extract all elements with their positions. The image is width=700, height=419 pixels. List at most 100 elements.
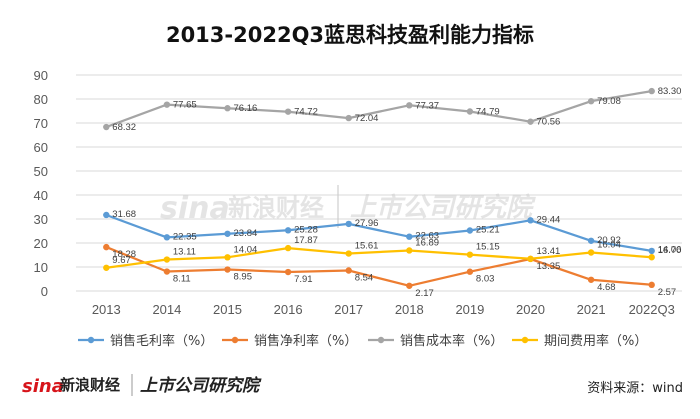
- data-point: [587, 249, 595, 256]
- data-point: [103, 243, 110, 251]
- data-point: [345, 220, 352, 228]
- data-label: 13.11: [173, 247, 196, 258]
- series-line: [105, 246, 652, 287]
- watermark-institute: 上市公司研究院: [350, 193, 536, 223]
- data-label: 79.08: [597, 96, 621, 107]
- data-label: 7.91: [294, 274, 313, 285]
- data-point: [163, 256, 171, 263]
- y-tick-label: 10: [34, 260, 48, 275]
- data-label: 74.72: [294, 107, 318, 118]
- data-labels: 31.68 22.35 23.84 25.28 27.96 22.63 25.21 29.44…: [112, 86, 681, 299]
- data-point: [406, 233, 413, 240]
- data-label: 15.61: [355, 241, 379, 252]
- data-label: 14.04: [234, 244, 258, 255]
- data-point: [284, 227, 292, 234]
- data-label: 27.96: [355, 218, 379, 229]
- data-label: 77.65: [173, 100, 197, 111]
- data-label: 16.89: [415, 237, 439, 248]
- data-point: [466, 227, 474, 234]
- footer-brand: 新浪财经: [60, 376, 120, 394]
- series-layer: [103, 87, 655, 289]
- x-tick-label: 2014: [152, 302, 181, 317]
- data-label: 16.70: [658, 245, 682, 256]
- x-tick-label: 2017: [334, 302, 363, 317]
- data-label: 15.15: [476, 242, 500, 253]
- watermark: sina 新浪财经 上市公司研究院: [160, 185, 536, 228]
- y-tick-label: 40: [34, 188, 48, 203]
- grid: [76, 74, 682, 292]
- series-line: [105, 89, 652, 129]
- legend-marker: [87, 336, 95, 344]
- x-tick-label: 2018: [395, 302, 424, 317]
- data-point: [103, 123, 110, 131]
- data-point: [163, 268, 171, 275]
- legend-marker: [377, 336, 385, 344]
- x-tick-label: 2021: [577, 302, 606, 317]
- data-label: 23.84: [234, 228, 258, 239]
- data-label: 20.92: [597, 235, 621, 246]
- data-point: [284, 108, 292, 115]
- data-point: [284, 268, 292, 276]
- data-point: [466, 268, 474, 275]
- data-label: 31.68: [112, 209, 136, 220]
- x-tick-label: 2013: [92, 302, 121, 317]
- series-line: [105, 213, 652, 253]
- watermark-brand: 新浪财经: [228, 194, 324, 222]
- x-axis: 2013 2014 2015 2016 2017 2018 2019 2020 2021 2022…: [92, 302, 675, 317]
- data-point: [224, 230, 231, 237]
- data-label: 25.28: [294, 224, 318, 235]
- data-point: [527, 255, 534, 263]
- x-tick-label: 2020: [516, 302, 545, 317]
- footer-sina-logo: sina: [22, 376, 64, 397]
- data-point: [527, 217, 534, 224]
- data-point: [466, 108, 474, 115]
- data-label: 68.32: [112, 122, 136, 133]
- data-label: 22.35: [173, 231, 197, 242]
- data-point: [587, 276, 595, 283]
- data-point: [284, 244, 292, 252]
- data-label: 74.79: [476, 107, 500, 118]
- series-line: [106, 246, 652, 269]
- data-label: 8.54: [355, 273, 374, 284]
- data-point: [587, 98, 595, 105]
- y-tick-label: 80: [34, 92, 48, 107]
- x-tick-label: 2019: [455, 302, 484, 317]
- data-point: [224, 266, 231, 273]
- data-point: [406, 247, 413, 254]
- data-label: 17.87: [294, 235, 318, 246]
- data-point: [648, 281, 655, 289]
- y-tick-label: 90: [34, 68, 48, 83]
- y-tick-label: 70: [34, 116, 48, 131]
- data-label: 72.04: [355, 113, 379, 124]
- data-point: [103, 211, 110, 219]
- data-label: 13.35: [537, 261, 561, 272]
- x-tick-label: 2016: [274, 302, 303, 317]
- data-label: 14.06: [658, 244, 682, 255]
- watermark-sina-logo: sina: [160, 191, 230, 226]
- legend-label: 销售毛利率（%）: [110, 333, 213, 349]
- data-label: 70.56: [537, 117, 561, 128]
- x-tick-label: 2015: [213, 302, 242, 317]
- data-point: [224, 254, 231, 261]
- data-point: [406, 102, 413, 109]
- data-point: [163, 101, 171, 108]
- chart-title: 2013-2022Q3蓝思科技盈利能力指标: [166, 23, 534, 47]
- data-point: [345, 250, 352, 257]
- data-label: 2.57: [658, 287, 677, 298]
- y-tick-label: 30: [34, 212, 48, 227]
- data-point: [406, 282, 413, 289]
- data-point: [648, 254, 655, 261]
- data-point: [163, 234, 171, 241]
- data-point: [587, 237, 595, 244]
- data-point: [224, 105, 231, 112]
- legend-label: 销售成本率（%）: [400, 333, 503, 349]
- data-point: [345, 267, 352, 274]
- data-point: [103, 264, 110, 271]
- data-point: [345, 114, 352, 122]
- y-axis: 0 10 20 30 40 50 60 70 80 90: [34, 68, 48, 299]
- footer: sina 新浪财经 上市公司研究院 资料来源：wind: [22, 374, 683, 397]
- data-label: 8.95: [234, 272, 253, 283]
- data-label: 18.28: [112, 249, 136, 260]
- data-label: 2.17: [415, 288, 434, 299]
